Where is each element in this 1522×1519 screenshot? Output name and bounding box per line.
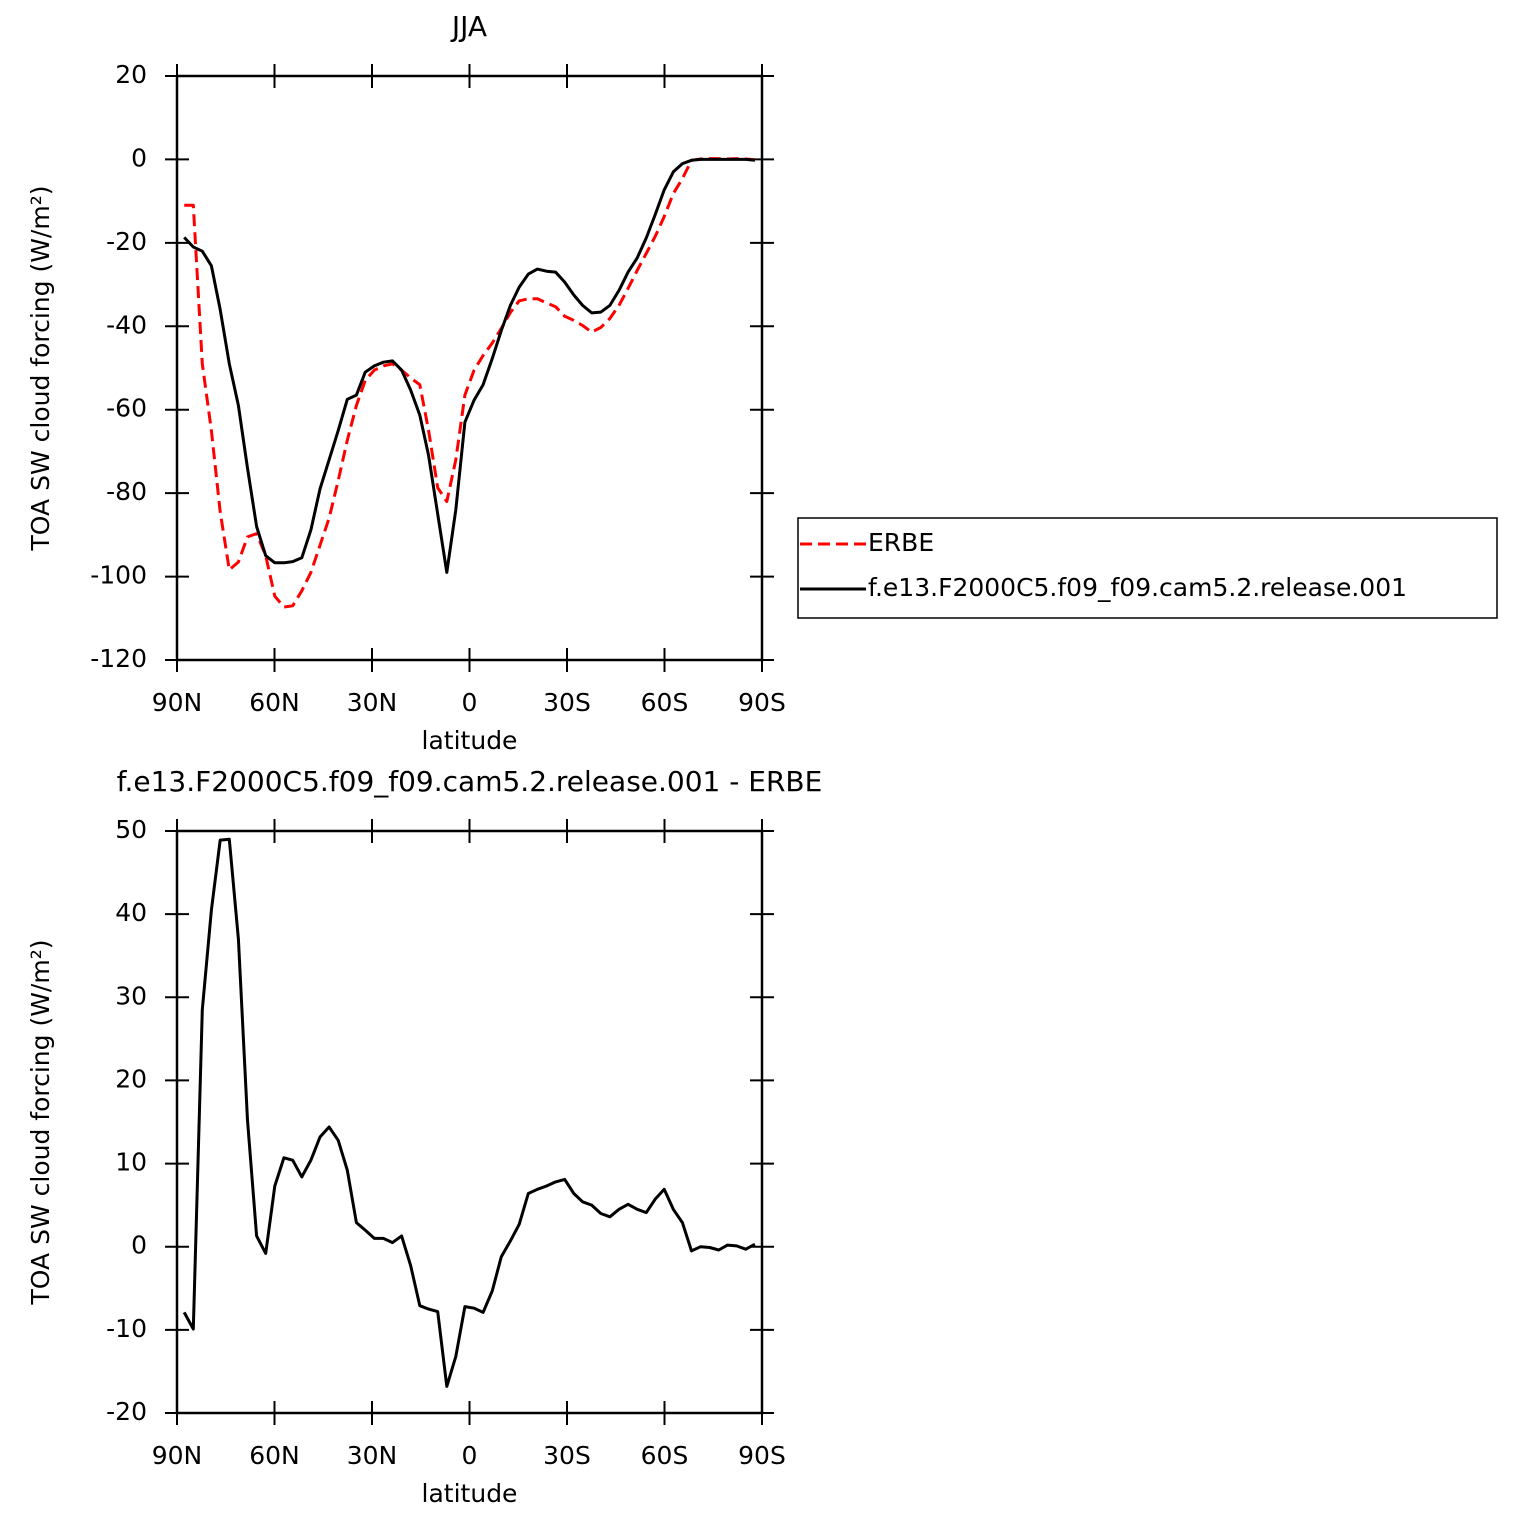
y-tick-label: -20 [106, 227, 147, 256]
y-tick-label: 0 [131, 1231, 147, 1260]
x-tick-label: 90S [738, 1441, 786, 1470]
legend-label: ERBE [868, 528, 934, 557]
data-line [184, 157, 756, 609]
y-tick-label: -100 [90, 561, 147, 590]
x-tick-label: 60N [249, 688, 300, 717]
data-line [183, 157, 756, 574]
y-tick-label: 0 [131, 143, 147, 172]
y-axis-label: TOA SW cloud forcing (W/m²) [26, 940, 55, 1306]
x-axis-label: latitude [422, 1479, 518, 1508]
y-tick-label: -80 [106, 477, 147, 506]
plot-frame [175, 74, 764, 662]
y-tick-label: -40 [106, 310, 147, 339]
x-tick-label: 30S [543, 1441, 591, 1470]
chart-title: JJA [450, 10, 487, 43]
x-axis-label: latitude [422, 726, 518, 755]
y-tick-label: 40 [115, 898, 147, 927]
x-tick-label: 30N [347, 1441, 398, 1470]
chart-title: f.e13.F2000C5.f09_f09.cam5.2.release.001… [117, 765, 823, 798]
x-tick-label: 60N [249, 1441, 300, 1470]
y-tick-label: 20 [115, 60, 147, 89]
x-tick-label: 90S [738, 688, 786, 717]
x-tick-label: 60S [641, 1441, 689, 1470]
y-tick-label: 50 [115, 815, 147, 844]
y-tick-label: 20 [115, 1064, 147, 1093]
y-tick-label: -60 [106, 394, 147, 423]
x-tick-label: 60S [641, 688, 689, 717]
x-tick-label: 0 [462, 688, 478, 717]
legend-box [797, 517, 1498, 619]
x-tick-label: 0 [462, 1441, 478, 1470]
x-tick-label: 90N [152, 688, 203, 717]
y-tick-label: -20 [106, 1397, 147, 1426]
y-axis-label: TOA SW cloud forcing (W/m²) [26, 186, 55, 552]
y-tick-label: 10 [115, 1148, 147, 1177]
data-line [182, 837, 756, 1388]
x-tick-label: 30N [347, 688, 398, 717]
legend-label: f.e13.F2000C5.f09_f09.cam5.2.release.001 [868, 573, 1407, 602]
y-tick-label: -10 [106, 1314, 147, 1343]
y-tick-label: 30 [115, 981, 147, 1010]
plot-frame [175, 829, 764, 1415]
x-tick-label: 90N [152, 1441, 203, 1470]
y-tick-label: -120 [90, 644, 147, 673]
x-tick-label: 30S [543, 688, 591, 717]
